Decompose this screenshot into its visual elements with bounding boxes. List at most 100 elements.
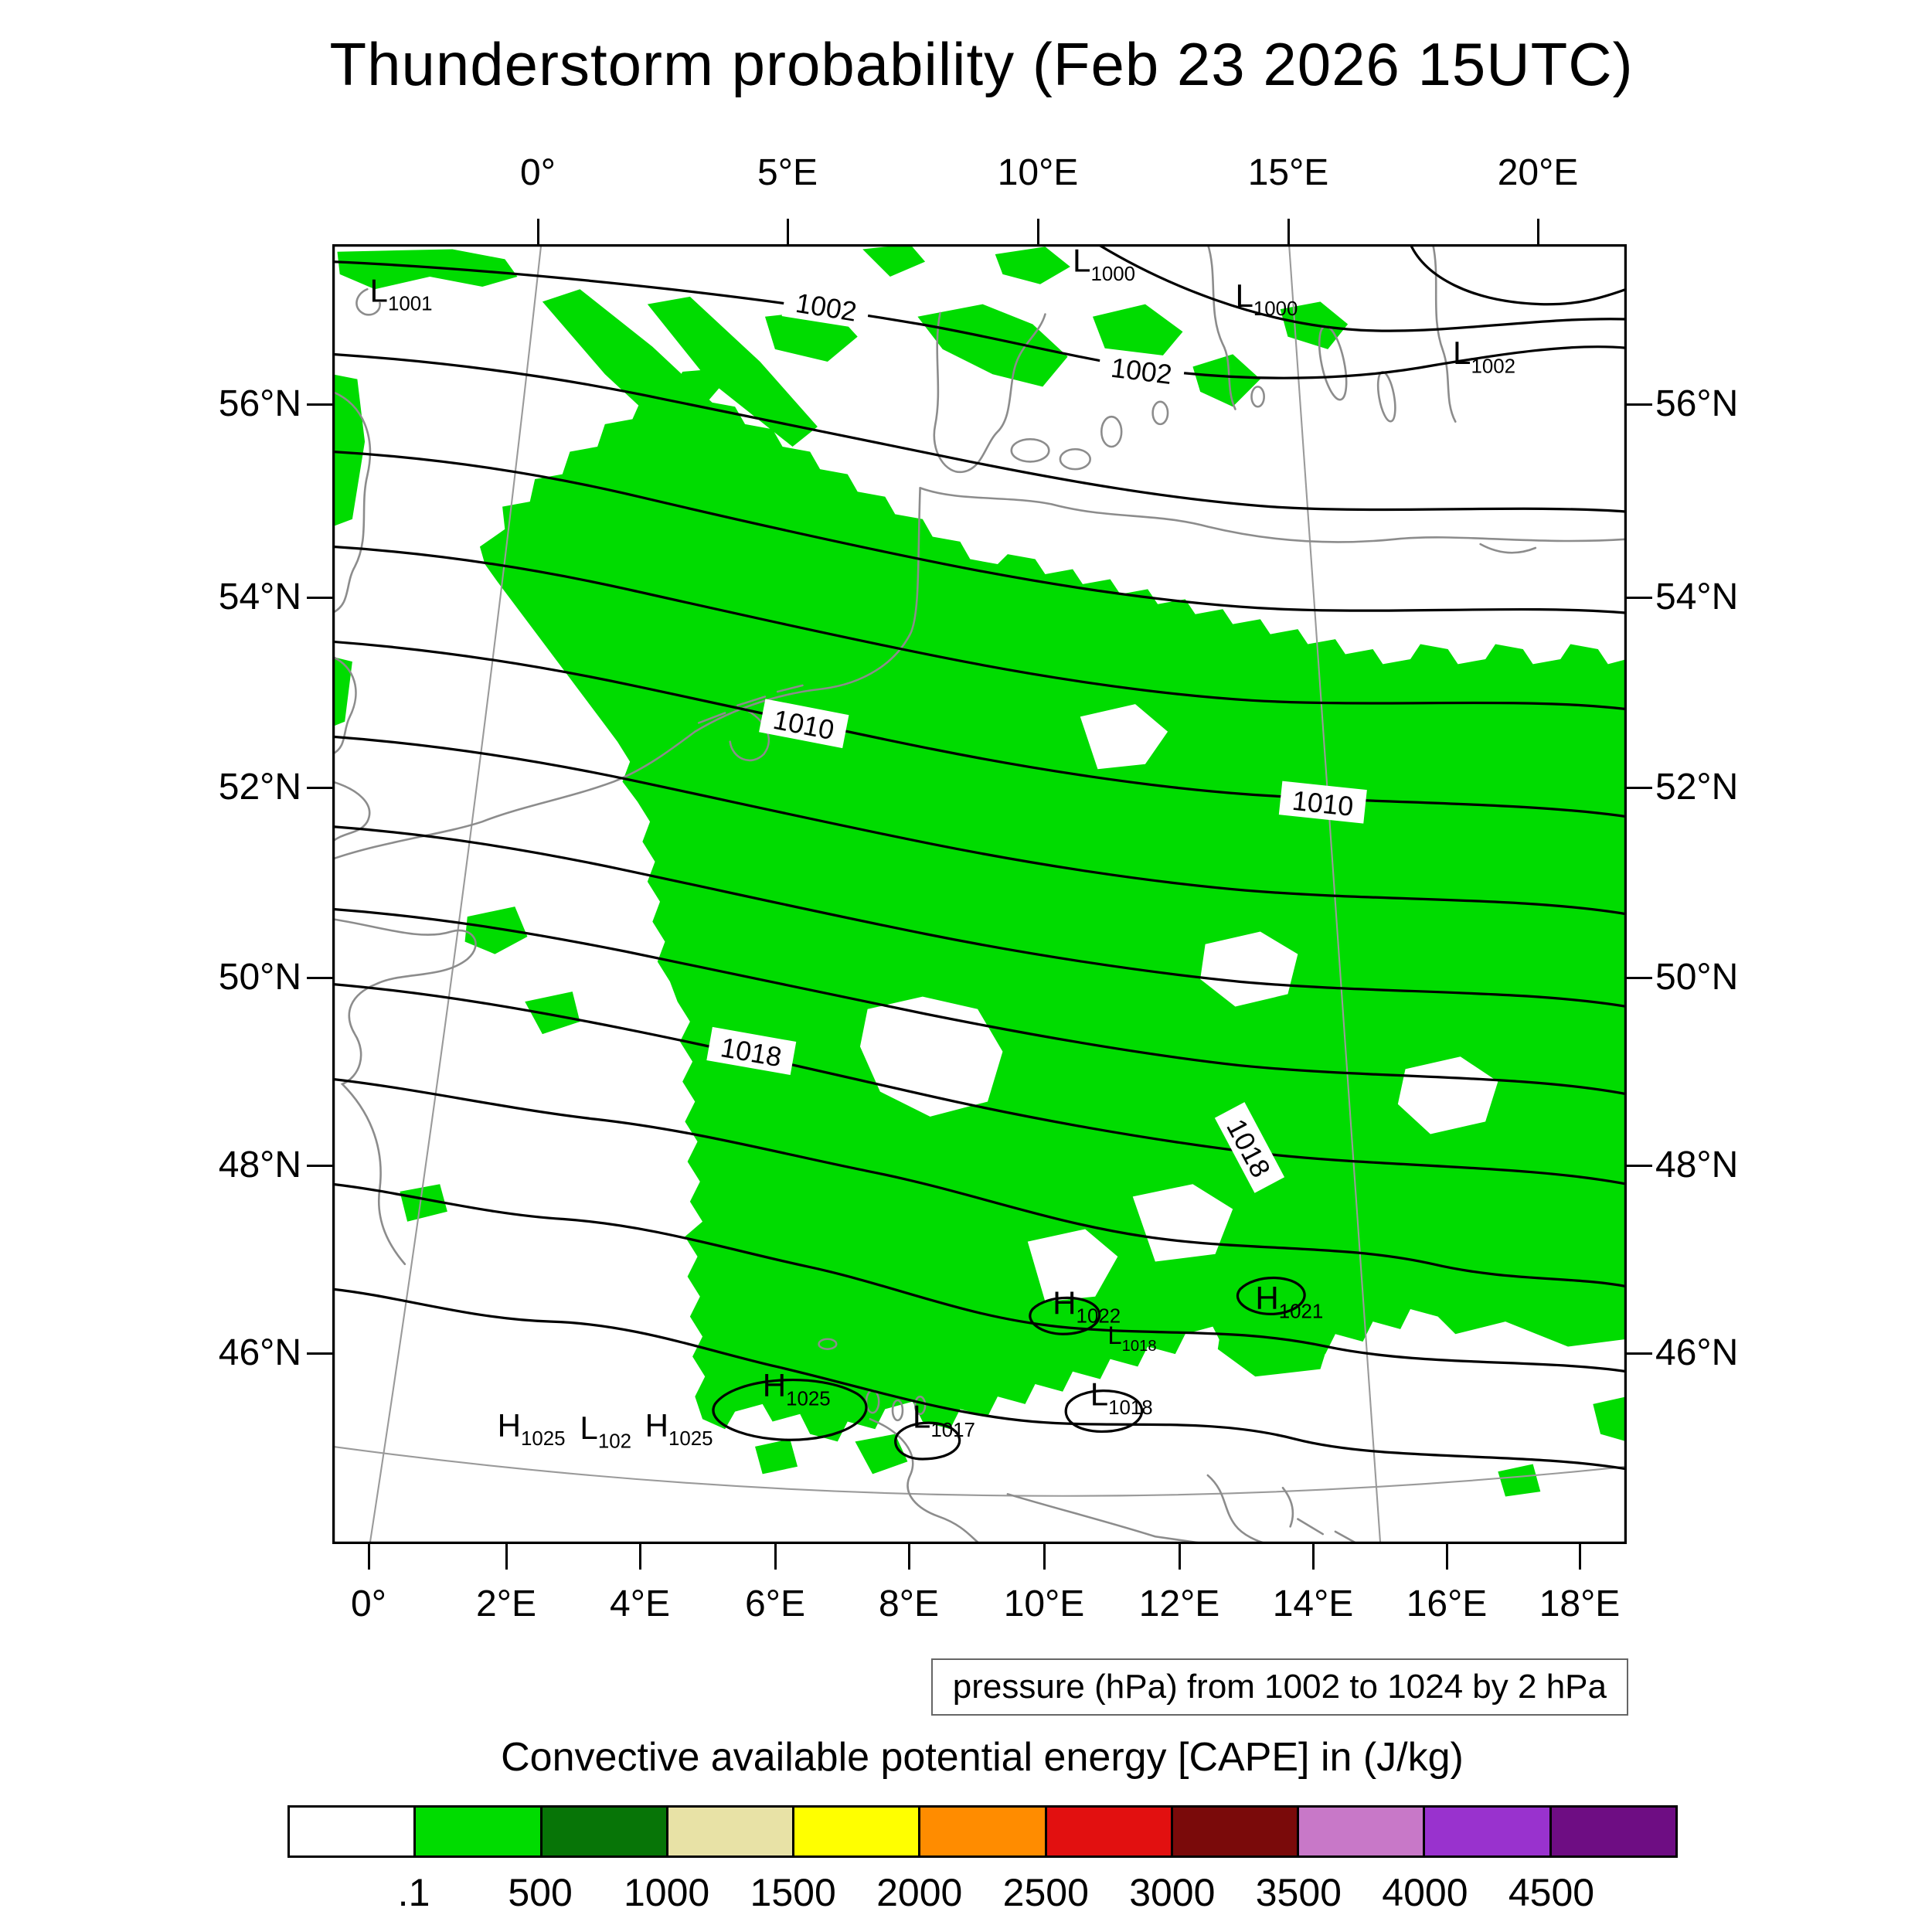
colorbar-tick-label: 4500 [1508, 1871, 1595, 1914]
left-axis-tick [307, 1164, 332, 1167]
coastlines [332, 244, 1627, 1544]
bottom-axis-tick [1445, 1544, 1448, 1570]
top-axis-tick [786, 219, 789, 244]
top-axis-tick [1036, 219, 1039, 244]
bottom-axis-tick [505, 1544, 508, 1570]
pressure-caption-box: pressure (hPa) from 1002 to 1024 by 2 hP… [930, 1658, 1628, 1716]
right-axis-tick [1627, 596, 1652, 599]
bottom-axis-tick [1311, 1544, 1315, 1570]
colorbar-segment-3 [665, 1808, 793, 1855]
left-axis-tick [307, 403, 332, 406]
isobar-label: 1018 [706, 1026, 797, 1076]
bottom-axis-label: 14°E [1272, 1583, 1354, 1624]
colorbar-segment-7 [1170, 1808, 1298, 1855]
bottom-axis-tick [907, 1544, 910, 1570]
right-axis-tick [1627, 403, 1652, 406]
colorbar-title: Convective available potential energy [C… [501, 1735, 1464, 1780]
top-axis-tick [536, 219, 539, 244]
left-axis-tick [307, 596, 332, 599]
isobar-label-text: 1010 [1291, 785, 1355, 822]
pressure-caption-text: pressure (hPa) from 1002 to 1024 by 2 hP… [952, 1668, 1607, 1706]
bottom-axis-label: 18°E [1539, 1583, 1621, 1624]
colorbar-segment-4 [792, 1808, 919, 1855]
left-axis-label: 50°N [218, 957, 301, 998]
right-axis-tick [1627, 976, 1652, 979]
right-axis-label: 48°N [1655, 1145, 1739, 1185]
colorbar-segment-10 [1549, 1808, 1675, 1855]
pressure-center-h-1025: H1025 [498, 1407, 566, 1450]
colorbar-segment-0 [290, 1808, 414, 1855]
colorbar-segment-9 [1423, 1808, 1549, 1855]
colorbar-tick-label: 3000 [1129, 1871, 1216, 1914]
left-axis-label: 46°N [218, 1332, 301, 1373]
isobar-label-bg [759, 699, 849, 749]
colorbar-segment-8 [1297, 1808, 1423, 1855]
pressure-center-l-1018: L1018 [1090, 1376, 1153, 1418]
isobar-label-bg [1214, 1102, 1285, 1193]
bottom-axis-label: 10°E [1003, 1583, 1085, 1624]
left-axis-label: 48°N [218, 1145, 301, 1185]
colorbar-tick-label: 1500 [750, 1871, 836, 1914]
right-axis-label: 50°N [1655, 957, 1739, 998]
bottom-axis-label: 0° [351, 1583, 386, 1624]
top-axis-label: 5°E [757, 152, 818, 193]
right-axis-tick [1627, 786, 1652, 789]
colorbar-segment-6 [1044, 1808, 1171, 1855]
colorbar-tick-label: 2500 [1002, 1871, 1089, 1914]
colorbar-tick-label: 500 [508, 1871, 573, 1914]
bottom-axis-tick [1578, 1544, 1581, 1570]
map-frame [332, 244, 1627, 1544]
isobar-label-bg [781, 282, 872, 330]
left-axis-tick [307, 1352, 332, 1355]
chart-title: Thunderstorm probability (Feb 23 2026 15… [329, 30, 1634, 98]
colorbar-segment-5 [918, 1808, 1045, 1855]
isobar-contours [332, 244, 1627, 1471]
top-axis-label: 0° [520, 152, 556, 193]
pressure-center-l-1002: L1002 [1453, 335, 1515, 377]
isobar-label-text: 1002 [1109, 352, 1173, 390]
colorbar-tick-label: 1000 [624, 1871, 710, 1914]
bottom-axis-tick [367, 1544, 370, 1570]
isobar-label-bg [1278, 781, 1367, 824]
bottom-axis-label: 2°E [476, 1583, 536, 1624]
right-axis-label: 52°N [1655, 767, 1739, 808]
isobar-label-bg [706, 1026, 797, 1076]
colorbar-tick-label: 3500 [1255, 1871, 1342, 1914]
pressure-center-l-1000: L1000 [1235, 277, 1298, 320]
right-axis-tick [1627, 1352, 1652, 1355]
bottom-axis-tick [774, 1544, 777, 1570]
bottom-axis-tick [1043, 1544, 1046, 1570]
top-axis-tick [1287, 219, 1290, 244]
colorbar-tick-label: 2000 [876, 1871, 963, 1914]
bottom-axis-label: 12°E [1138, 1583, 1220, 1624]
colorbar-segment-1 [413, 1808, 540, 1855]
bottom-axis-tick [1178, 1544, 1181, 1570]
left-axis-label: 56°N [218, 383, 301, 424]
top-axis-label: 15°E [1247, 152, 1329, 193]
bottom-axis-label: 8°E [879, 1583, 939, 1624]
pressure-center-l-1000: L1000 [1073, 244, 1135, 285]
isobar-label: 1002 [1097, 348, 1186, 392]
isobar-label-bg [1097, 348, 1186, 392]
colorbar-tick-label: 4000 [1382, 1871, 1468, 1914]
colorbar-tick-label: .1 [397, 1871, 430, 1914]
isobar-label: 1010 [1278, 781, 1367, 824]
left-axis-tick [307, 786, 332, 789]
right-axis-label: 56°N [1655, 383, 1739, 424]
map-area: 1002 1002 1010 1010 1018 1018 L1001 L1000 L1000… [332, 244, 1627, 1544]
pressure-center-h-1025: H1025 [763, 1367, 831, 1410]
colorbar [287, 1805, 1678, 1858]
bottom-axis-tick [638, 1544, 641, 1570]
right-axis-tick [1627, 1164, 1652, 1167]
right-axis-label: 54°N [1655, 577, 1739, 617]
left-axis-label: 52°N [218, 767, 301, 808]
isobar-label: 1010 [759, 699, 849, 749]
cape-shading-region [332, 244, 1627, 1497]
bottom-axis-label: 16°E [1406, 1583, 1488, 1624]
bottom-axis-label: 4°E [610, 1583, 670, 1624]
top-axis-tick [1536, 219, 1539, 244]
top-axis-label: 20°E [1497, 152, 1579, 193]
pressure-center-l-102: L102 [580, 1410, 631, 1452]
